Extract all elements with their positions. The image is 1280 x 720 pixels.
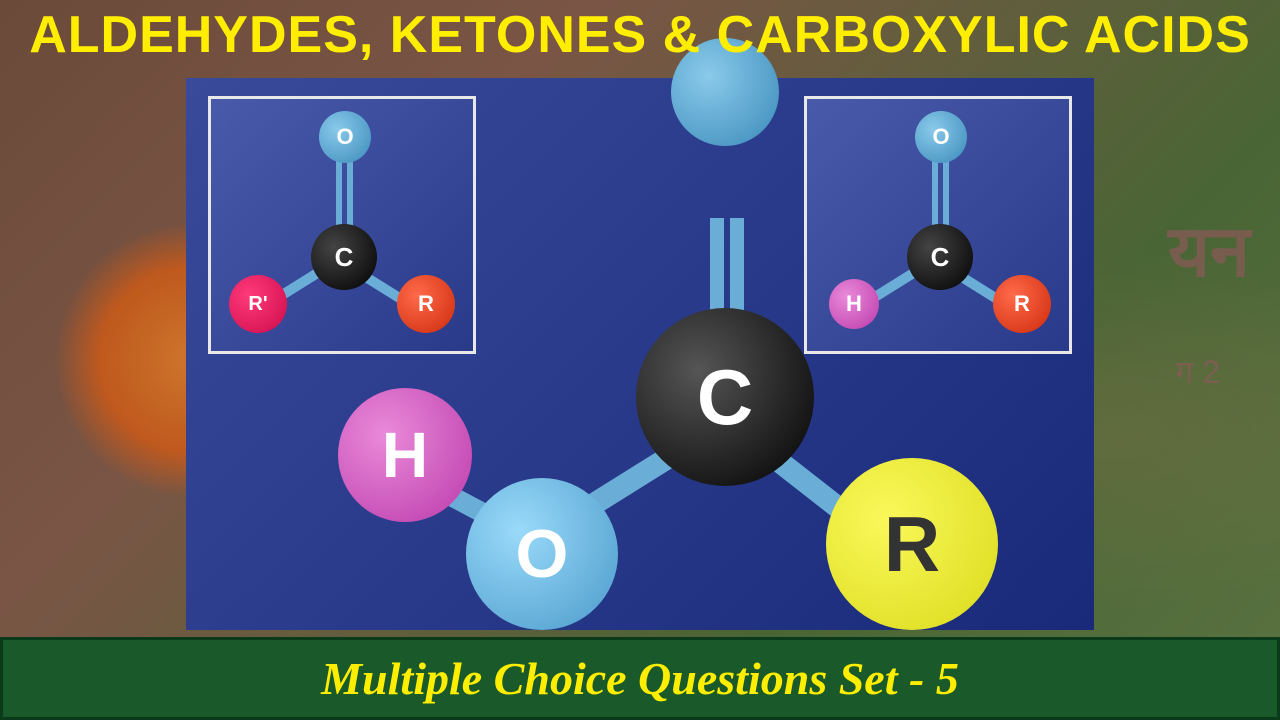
aldehyde-c-label: C — [931, 242, 950, 273]
ketone-r: R — [397, 275, 455, 333]
hydrogen-label: H — [382, 418, 428, 492]
r-group-atom: R — [826, 458, 998, 630]
ketone-carbon: C — [311, 224, 377, 290]
ketone-rprime-label: R' — [248, 293, 267, 316]
molecule-panel: C O H R O C R' R O C H R — [186, 78, 1094, 630]
aldehyde-dbl-bond-2 — [943, 157, 949, 229]
aldehyde-o-label: O — [932, 124, 949, 150]
hydrogen-atom: H — [338, 388, 472, 522]
background-decoration-text: यन — [1168, 200, 1250, 298]
aldehyde-carbon: C — [907, 224, 973, 290]
inset-ketone-molecule: O C R' R — [208, 96, 476, 354]
ketone-c-label: C — [335, 242, 354, 273]
oxygen-hydroxyl-atom: O — [466, 478, 618, 630]
aldehyde-oxygen: O — [915, 111, 967, 163]
background-decoration-text-2: ग 2 — [1175, 350, 1220, 393]
ketone-dbl-bond-1 — [336, 157, 342, 229]
aldehyde-dbl-bond-1 — [932, 157, 938, 229]
ketone-o-label: O — [336, 124, 353, 150]
ketone-r-label: R — [418, 291, 434, 317]
ketone-oxygen: O — [319, 111, 371, 163]
footer-subtitle: Multiple Choice Questions Set - 5 — [0, 637, 1280, 720]
page-title: ALDEHYDES, KETONES & CARBOXYLIC ACIDS — [0, 0, 1280, 72]
aldehyde-r: R — [993, 275, 1051, 333]
inset-aldehyde-molecule: O C H R — [804, 96, 1072, 354]
carbon-center-atom: C — [636, 308, 814, 486]
aldehyde-hydrogen: H — [829, 279, 879, 329]
carbon-label: C — [697, 352, 753, 443]
aldehyde-h-label: H — [846, 291, 862, 317]
r-group-label: R — [884, 499, 940, 590]
ketone-dbl-bond-2 — [347, 157, 353, 229]
oxygen-label: O — [516, 515, 569, 593]
aldehyde-r-label: R — [1014, 291, 1030, 317]
ketone-r-prime: R' — [229, 275, 287, 333]
